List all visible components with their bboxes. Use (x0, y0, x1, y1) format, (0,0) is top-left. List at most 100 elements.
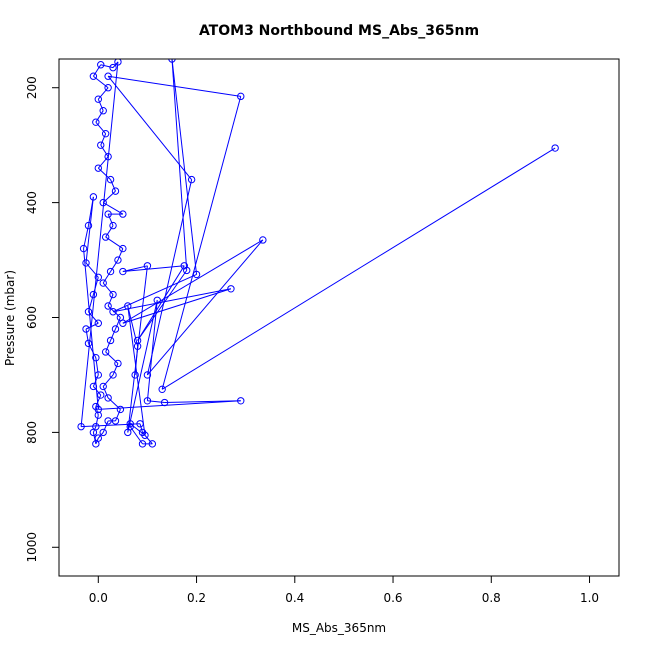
data-point (99, 428, 107, 437)
y-tick-label: 800 (25, 421, 39, 444)
series-segment (102, 202, 124, 215)
series-segment (105, 225, 114, 238)
data-point (551, 144, 559, 152)
series-segment (110, 179, 116, 192)
series-segment (88, 311, 99, 324)
data-point (89, 72, 98, 80)
data-point (101, 348, 110, 356)
data-point (237, 92, 245, 101)
series-segment (107, 75, 193, 180)
series-segment (115, 317, 121, 330)
series-segment (102, 282, 114, 295)
x-tick-label: 0.4 (285, 591, 304, 605)
data-point (131, 371, 139, 379)
series-segment (117, 248, 124, 261)
series-segment (100, 133, 107, 146)
data-point (160, 398, 169, 407)
series-segment (97, 432, 104, 439)
data-point (77, 422, 85, 431)
series-segment (147, 239, 264, 376)
series-segment (102, 386, 109, 399)
series-segment (139, 423, 143, 433)
data-point (138, 440, 147, 448)
series-segment (137, 270, 188, 341)
data-point (106, 267, 115, 276)
data-point (82, 325, 90, 333)
chart-title: ATOM3 Northbound MS_Abs_365nm (199, 23, 479, 39)
series-segment (112, 288, 232, 313)
data-point (227, 285, 235, 293)
data-point (104, 152, 112, 161)
data-point (133, 342, 142, 350)
y-tick-label: 600 (25, 306, 39, 329)
data-point (126, 422, 134, 431)
data-point (94, 164, 103, 172)
data-point (82, 259, 90, 267)
data-point (97, 141, 105, 149)
data-point (92, 118, 100, 126)
series-segment (85, 196, 94, 263)
data-point (111, 187, 120, 195)
series-segment (115, 409, 121, 422)
series-segment (122, 239, 264, 324)
series-segment (107, 397, 121, 410)
data-point (106, 175, 115, 184)
series-segment (127, 300, 158, 433)
data-point (124, 302, 132, 310)
series-segment (112, 363, 119, 376)
data-point (114, 256, 122, 264)
series-segment (161, 147, 556, 390)
data-point (104, 84, 112, 92)
data-point (84, 221, 93, 230)
series-segment (92, 374, 99, 387)
data-point (89, 382, 98, 391)
data-point (101, 233, 110, 241)
series-segment (97, 87, 109, 100)
data-point (104, 417, 112, 425)
data-point (109, 63, 117, 72)
series-segment (97, 99, 104, 111)
x-tick-label: 0.0 (89, 591, 108, 605)
series-segment (85, 322, 99, 330)
series-segment (137, 265, 185, 341)
data-point (192, 270, 201, 279)
series-segment (112, 61, 119, 68)
data-point (99, 198, 107, 207)
series-segment (102, 190, 116, 203)
y-tick-label: 200 (25, 76, 39, 99)
series-segment (127, 305, 146, 436)
series-segment (134, 346, 139, 375)
x-tick-label: 0.6 (383, 591, 402, 605)
data-point (104, 302, 112, 310)
data-point (119, 244, 127, 253)
series-segment (93, 386, 102, 396)
series-segment (122, 265, 148, 273)
data-point (237, 397, 245, 405)
x-tick-label: 0.8 (482, 591, 501, 605)
data-point (148, 440, 157, 448)
data-point (141, 431, 149, 439)
data-point (136, 420, 144, 428)
data-point (106, 336, 115, 345)
data-point (94, 95, 103, 103)
data-point (94, 411, 103, 419)
series-segment (171, 59, 188, 271)
series-segment (102, 420, 109, 433)
series-segment (83, 225, 89, 249)
data-point (104, 394, 112, 402)
data-point (168, 59, 176, 63)
y-axis-label: Pressure (mbar) (3, 270, 17, 366)
series-segment (102, 271, 112, 284)
data-point (101, 129, 110, 138)
data-point (99, 279, 107, 287)
data-point (84, 308, 93, 316)
data-point (143, 262, 152, 270)
series-segment (80, 61, 119, 427)
x-tick-label: 1.0 (580, 591, 599, 605)
data-point (114, 59, 122, 66)
data-point (99, 382, 107, 391)
data-point (92, 354, 100, 362)
series-segment (97, 156, 109, 169)
data-point (153, 296, 161, 304)
